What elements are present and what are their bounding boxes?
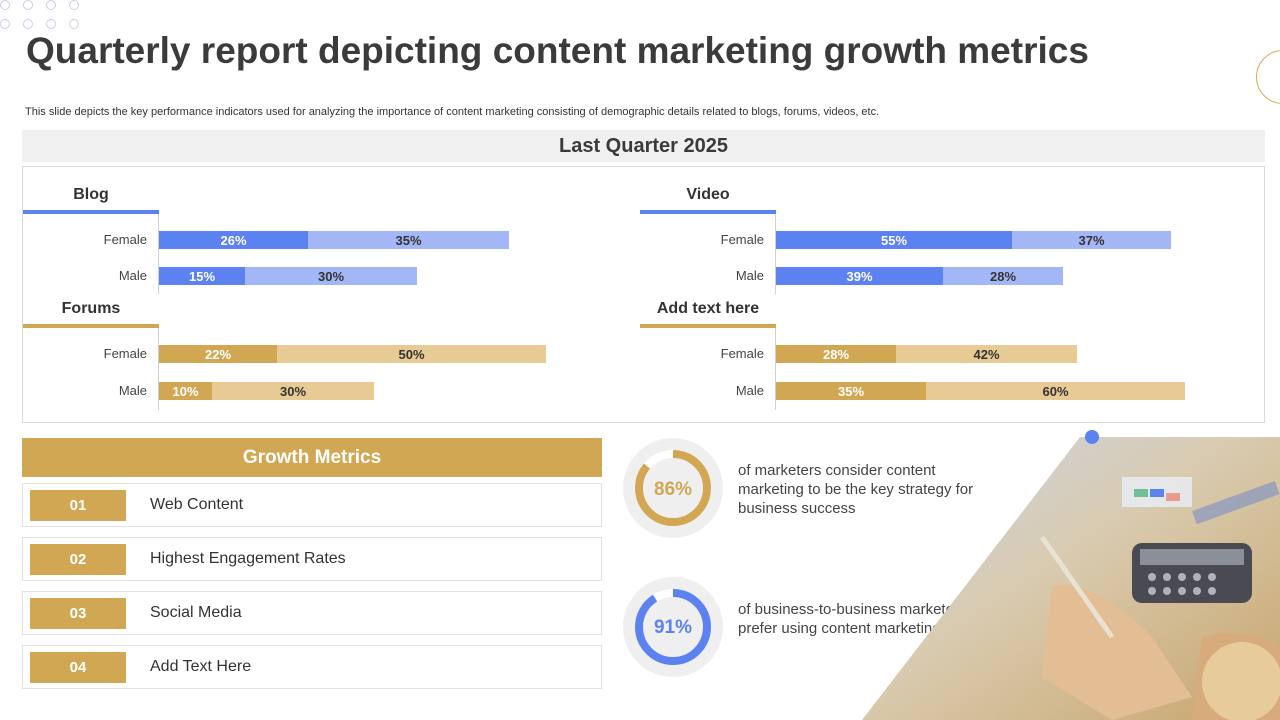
- video-female-dark-bar: 55%: [776, 231, 1012, 249]
- video-underline: [640, 210, 776, 214]
- blue-dot-decoration: [1085, 430, 1099, 444]
- forums-underline: [23, 324, 159, 328]
- growth-metric-number: 03: [30, 598, 126, 629]
- blog-title: Blog: [73, 186, 109, 203]
- blog-female-dark-bar: 26%: [159, 231, 308, 249]
- other-title: Add text here: [656, 300, 760, 317]
- demographics-panel: Blog Female 26% 35% Male 15% 30% Video F…: [22, 166, 1265, 423]
- forums-title: Forums: [61, 300, 121, 317]
- forums-female-label: Female: [103, 346, 147, 361]
- growth-metric-number: 04: [30, 652, 126, 683]
- growth-metric-text: Highest Engagement Rates: [150, 550, 346, 567]
- growth-metric-text: Social Media: [150, 604, 242, 621]
- stat-text-2: of business-to-business marketers prefer…: [738, 601, 967, 637]
- video-female-label: Female: [720, 232, 764, 247]
- growth-metric-number: 01: [30, 490, 126, 521]
- video-male-light-bar: 28%: [943, 267, 1063, 285]
- quarter-label: Last Quarter 2025: [22, 130, 1265, 162]
- stat-donut-1-arc: [635, 450, 711, 526]
- stat-donut-1: 86%: [623, 438, 723, 538]
- growth-metric-item: 02 Highest Engagement Rates: [22, 537, 602, 581]
- video-male-label: Male: [735, 268, 764, 283]
- video-title: Video: [686, 186, 730, 203]
- ring-decoration: [1256, 50, 1280, 104]
- other-axis: [775, 328, 776, 410]
- forums-female-dark-bar: 22%: [159, 345, 277, 363]
- stat-text-1: of marketers consider content marketing …: [738, 462, 974, 517]
- stat-donut-2: 91%: [623, 577, 723, 677]
- other-female-light-bar: 42%: [896, 345, 1077, 363]
- page-title: Quarterly report depicting content marke…: [26, 30, 1089, 71]
- dot-grid-decoration: [0, 0, 79, 29]
- growth-metric-text: Web Content: [150, 496, 244, 513]
- blog-female-label: Female: [103, 232, 147, 247]
- video-male-dark-bar: 39%: [776, 267, 943, 285]
- page-subtitle: This slide depicts the key performance i…: [25, 106, 880, 118]
- growth-metric-item: 04 Add Text Here: [22, 645, 602, 689]
- blog-male-dark-bar: 15%: [159, 267, 245, 285]
- stat-value-2: 91%: [654, 617, 692, 638]
- growth-metric-text: Add Text Here: [150, 658, 252, 675]
- growth-metrics-header: Growth Metrics: [22, 438, 602, 477]
- stat-donut-2-arc: [635, 589, 711, 665]
- business-desk-photo-icon: [862, 437, 1280, 720]
- other-male-dark-bar: 35%: [776, 382, 926, 400]
- growth-metric-item: 03 Social Media: [22, 591, 602, 635]
- other-underline: [640, 324, 776, 328]
- blog-axis: [158, 214, 159, 294]
- growth-metric-item: 01 Web Content: [22, 483, 602, 527]
- forums-male-dark-bar: 10%: [159, 382, 212, 400]
- other-female-dark-bar: 28%: [776, 345, 896, 363]
- blog-male-label: Male: [118, 268, 147, 283]
- video-axis: [775, 214, 776, 294]
- forums-male-light-bar: 30%: [212, 382, 374, 400]
- blog-underline: [23, 210, 159, 214]
- growth-metric-number: 02: [30, 544, 126, 575]
- forums-axis: [158, 328, 159, 410]
- blog-female-light-bar: 35%: [308, 231, 509, 249]
- other-male-label: Male: [735, 383, 764, 398]
- forums-male-label: Male: [118, 383, 147, 398]
- stat-value-1: 86%: [654, 479, 692, 500]
- other-male-light-bar: 60%: [926, 382, 1185, 400]
- other-female-label: Female: [720, 346, 764, 361]
- blog-male-light-bar: 30%: [245, 267, 417, 285]
- video-female-light-bar: 37%: [1012, 231, 1171, 249]
- forums-female-light-bar: 50%: [277, 345, 546, 363]
